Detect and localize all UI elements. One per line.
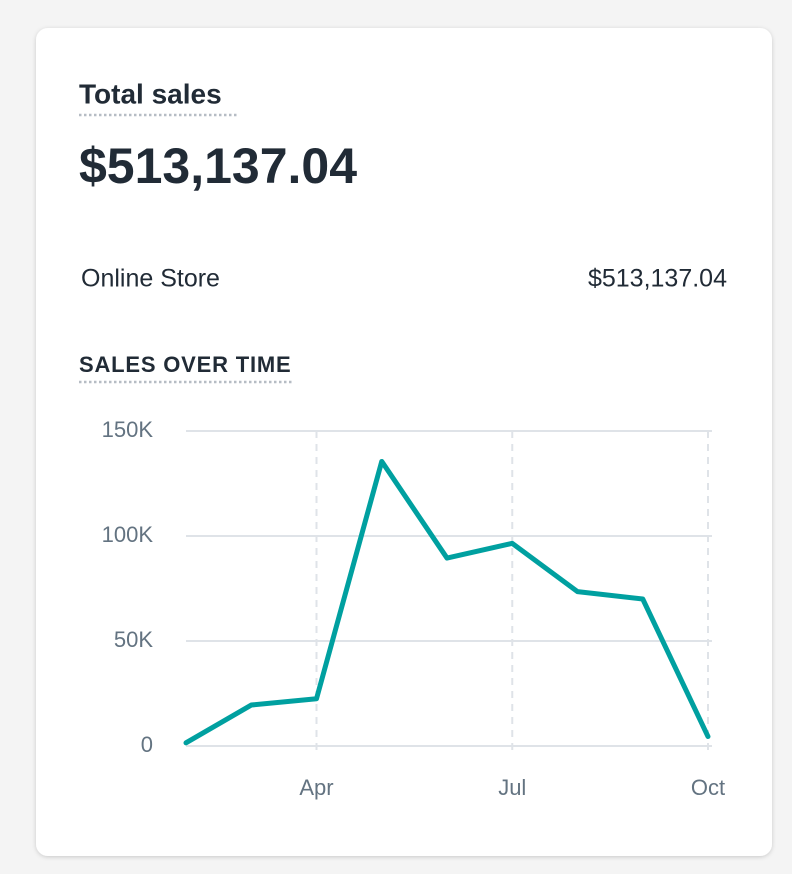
y-tick-label: 50K <box>114 627 153 652</box>
card <box>36 28 772 856</box>
x-tick-label: Apr <box>299 775 333 800</box>
total-value: $513,137.04 <box>79 138 357 194</box>
line-series <box>183 458 711 746</box>
channel-name: Online Store <box>81 265 220 293</box>
y-tick-label: 0 <box>141 732 153 757</box>
channel-amount: $513,137.04 <box>588 265 727 293</box>
chart-title: SALES OVER TIME <box>79 352 291 377</box>
card-title: Total sales <box>79 78 222 109</box>
x-tick-label: Jul <box>498 775 526 800</box>
y-tick-label: 150K <box>102 417 154 442</box>
x-tick-label: Oct <box>691 775 725 800</box>
y-tick-label: 100K <box>102 522 154 547</box>
